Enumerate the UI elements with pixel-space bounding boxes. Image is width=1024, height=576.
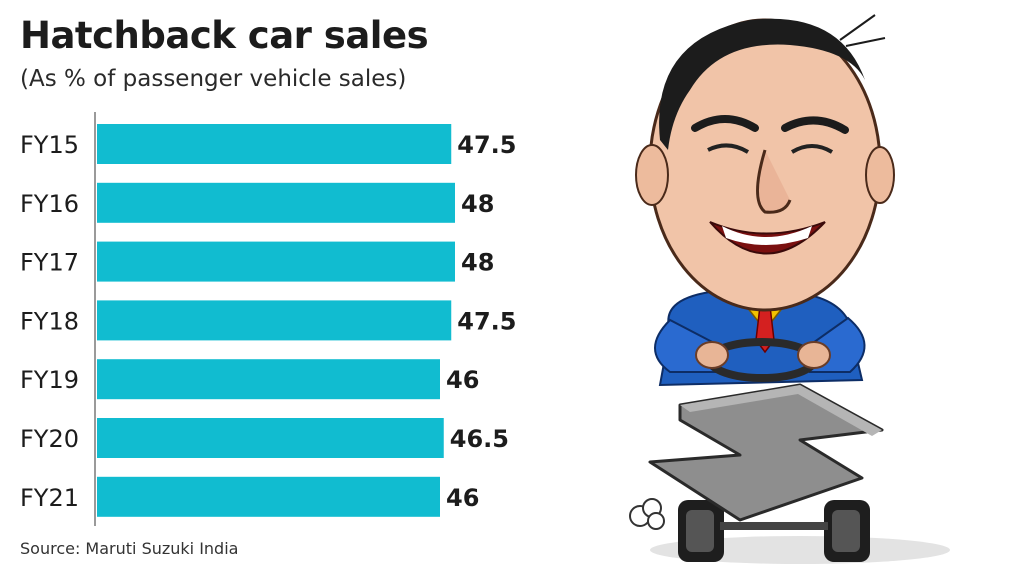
value-label: 46 [446, 366, 479, 394]
caricature-illustration [629, 14, 950, 564]
bar-fy19 [97, 359, 440, 400]
bar-fy17 [97, 241, 455, 282]
value-label: 47.5 [457, 131, 516, 159]
chart-title: Hatchback car sales [20, 14, 429, 57]
chart-source: Source: Maruti Suzuki India [20, 539, 239, 558]
value-label: 46.5 [450, 425, 509, 453]
bar-fy21 [97, 476, 440, 517]
chart-subtitle: (As % of passenger vehicle sales) [20, 66, 407, 92]
suzuki-logo [648, 383, 884, 522]
bar-chart: FY15 47.5 FY16 48 FY17 48 FY18 47.5 FY19 46 FY20 46… [20, 112, 516, 526]
value-label: 48 [461, 249, 494, 277]
exhaust-puff-icon [629, 498, 665, 530]
category-label: FY18 [20, 307, 79, 335]
bar-fy16 [97, 182, 455, 223]
category-label: FY21 [20, 484, 79, 512]
value-label: 47.5 [457, 307, 516, 335]
category-label: FY15 [20, 131, 79, 159]
kart-wheels [678, 500, 870, 562]
bar-fy18 [97, 300, 452, 341]
category-label: FY16 [20, 190, 79, 218]
value-label: 48 [461, 190, 494, 218]
category-label: FY17 [20, 249, 79, 277]
category-label: FY19 [20, 366, 79, 394]
bar-fy20 [97, 418, 444, 458]
value-label: 46 [446, 484, 479, 512]
category-label: FY20 [20, 425, 79, 453]
bar-fy15 [97, 124, 452, 164]
